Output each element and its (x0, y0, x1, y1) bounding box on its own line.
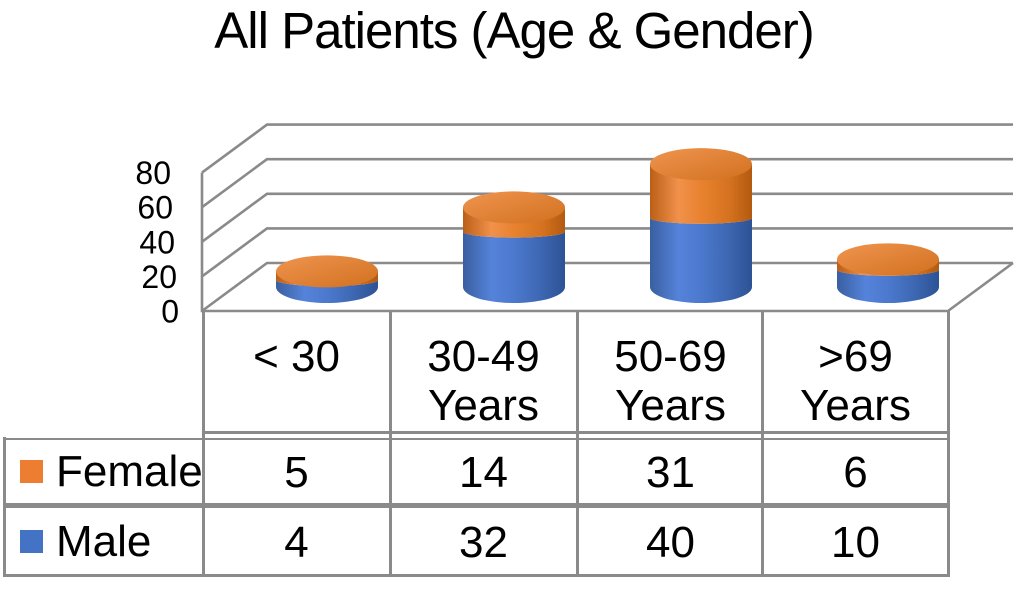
gridline (201, 261, 1013, 313)
cylinder-top-face (463, 191, 565, 224)
table-cell-female: 14 (459, 448, 508, 497)
cylinder-male-segment (463, 231, 565, 303)
cylinder-female-segment (650, 164, 752, 224)
y-tick-label: 0 (161, 294, 179, 330)
y-tick-label: 60 (137, 190, 173, 226)
cylinder-top-face (650, 148, 752, 181)
category-header: 30-49 Years (427, 332, 540, 430)
cylinder-male-segment (276, 280, 378, 303)
category-header: < 30 (253, 332, 340, 381)
category-header: >69 Years (800, 332, 911, 430)
table-gridline (761, 312, 764, 576)
table-gridline (202, 311, 205, 576)
gridline (201, 157, 1013, 209)
cylinder-male-segment (650, 217, 752, 303)
gridline (201, 192, 1013, 243)
chart-title: All Patients (Age & Gender) (214, 2, 814, 59)
table-gridline (3, 503, 950, 508)
category-header: 50-69 Years (614, 332, 727, 430)
table-gridline (947, 311, 950, 576)
table-gridline (389, 312, 392, 576)
table-cell-female: 31 (646, 448, 695, 497)
table-cell-male: 10 (831, 518, 880, 567)
table-gridline (3, 574, 950, 577)
legend-swatch-male (20, 530, 43, 553)
y-tick-label: 40 (139, 224, 175, 260)
table-gridline (3, 437, 950, 440)
legend-label-female: Female (56, 447, 203, 496)
cylinder-male-segment (837, 269, 939, 303)
y-tick-label: 20 (141, 259, 177, 295)
table-cell-male: 32 (459, 518, 508, 567)
legend-label-male: Male (56, 517, 152, 566)
table-cell-male: 4 (284, 518, 309, 567)
cylinder-top-face (837, 243, 939, 276)
table-cell-female: 6 (843, 448, 868, 497)
table-gridline (576, 312, 579, 576)
table-cell-male: 40 (646, 518, 695, 567)
gridline (201, 123, 1013, 174)
gridline (201, 227, 1013, 278)
table-cell-female: 5 (284, 448, 309, 497)
cylinder-top-face (276, 255, 378, 288)
legend-swatch-female (20, 460, 43, 483)
table-gridline (203, 431, 950, 434)
y-tick-label: 80 (135, 155, 171, 191)
